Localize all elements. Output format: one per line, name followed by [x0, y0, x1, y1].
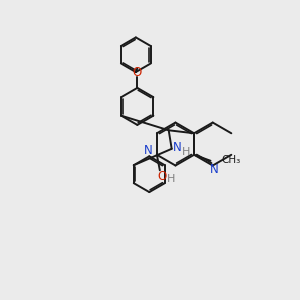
- Text: N: N: [210, 163, 219, 176]
- Text: H: H: [167, 174, 176, 184]
- Text: O: O: [157, 170, 167, 183]
- Text: H: H: [182, 147, 190, 157]
- Text: N: N: [173, 141, 182, 154]
- Text: O: O: [133, 66, 142, 79]
- Text: CH₃: CH₃: [221, 155, 240, 165]
- Text: N: N: [143, 144, 152, 158]
